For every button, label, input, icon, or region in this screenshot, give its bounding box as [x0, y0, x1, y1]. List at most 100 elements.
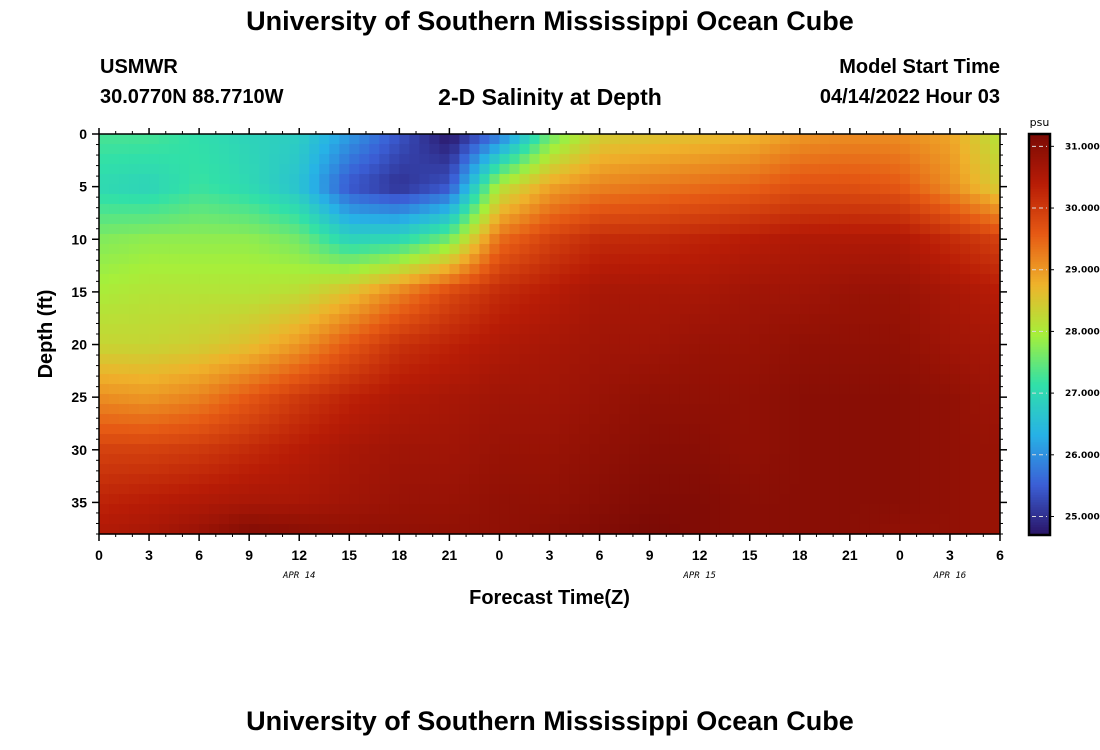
heatmap-cell [989, 284, 1001, 295]
colorbar-segment [1029, 444, 1050, 448]
heatmap-cell [549, 234, 561, 245]
colorbar-segment [1029, 259, 1050, 263]
heatmap-cell [899, 264, 911, 275]
heatmap-cell [349, 144, 360, 155]
heatmap-cell [509, 174, 521, 185]
heatmap-cell [859, 224, 871, 235]
heatmap-cell [519, 144, 531, 155]
heatmap-cell [689, 194, 701, 205]
heatmap-cell [369, 504, 380, 515]
heatmap-cell [199, 174, 210, 185]
heatmap-cell [729, 234, 741, 245]
heatmap-cell [989, 294, 1001, 305]
heatmap-cell [139, 444, 150, 455]
heatmap-cell [229, 244, 240, 255]
heatmap-cell [189, 384, 200, 395]
heatmap-cell [219, 404, 230, 415]
heatmap-cell [739, 334, 751, 345]
heatmap-cell [659, 404, 671, 415]
heatmap-cell [499, 514, 511, 525]
heatmap-cell [869, 394, 881, 405]
heatmap-cell [279, 314, 290, 325]
colorbar-segment [1029, 389, 1050, 393]
heatmap-cell [509, 354, 521, 365]
heatmap-cell [689, 384, 701, 395]
heatmap-cell [129, 404, 140, 415]
heatmap-cell [309, 414, 320, 425]
heatmap-cell [119, 294, 130, 305]
heatmap-cell [669, 354, 681, 365]
heatmap-cell [449, 234, 460, 245]
heatmap-cell [669, 474, 681, 485]
heatmap-cell [729, 184, 741, 195]
heatmap-cell [299, 434, 310, 445]
heatmap-cell [539, 444, 551, 455]
heatmap-cell [439, 494, 450, 505]
heatmap-cell [179, 474, 190, 485]
heatmap-cell [339, 334, 350, 345]
heatmap-cell [729, 244, 741, 255]
heatmap-cell [959, 264, 971, 275]
heatmap-cell [519, 294, 531, 305]
heatmap-cell [359, 214, 370, 225]
heatmap-cell [799, 224, 811, 235]
heatmap-cell [269, 524, 280, 535]
heatmap-cell [319, 354, 330, 365]
heatmap-cell [929, 394, 941, 405]
heatmap-cell [509, 484, 521, 495]
heatmap-cell [479, 294, 491, 305]
x-tick-label: 3 [145, 547, 153, 563]
heatmap-cell [699, 524, 711, 535]
heatmap-cell [579, 514, 591, 525]
heatmap-cell [769, 234, 781, 245]
heatmap-cell [979, 164, 991, 175]
heatmap-cell [359, 294, 370, 305]
heatmap-cell [879, 524, 891, 535]
heatmap-cell [479, 394, 491, 405]
colorbar-segment [1029, 479, 1050, 483]
heatmap-cell [329, 164, 340, 175]
heatmap-cell [459, 264, 471, 275]
heatmap-cell [229, 384, 240, 395]
heatmap-cell [869, 174, 881, 185]
heatmap-cell [729, 194, 741, 205]
heatmap-cell [119, 354, 130, 365]
heatmap-cell [479, 174, 491, 185]
heatmap-cell [769, 334, 781, 345]
heatmap-cell [929, 344, 941, 355]
colorbar-segment [1029, 326, 1050, 330]
heatmap-cell [689, 304, 701, 315]
heatmap-cell [899, 284, 911, 295]
heatmap-cell [269, 144, 280, 155]
heatmap-cell [489, 264, 501, 275]
heatmap-cell [229, 344, 240, 355]
heatmap-cell [319, 384, 330, 395]
heatmap-cell [469, 454, 481, 465]
heatmap-cell [229, 404, 240, 415]
heatmap-cell [329, 154, 340, 165]
heatmap-cell [439, 134, 450, 145]
heatmap-cell [329, 224, 340, 235]
heatmap-cell [809, 494, 821, 505]
heatmap-cell [129, 244, 140, 255]
colorbar-segment [1029, 407, 1050, 411]
heatmap-cell [439, 144, 450, 155]
heatmap-cell [669, 484, 681, 495]
heatmap-cell [229, 424, 240, 435]
heatmap-cell [729, 394, 741, 405]
heatmap-cell [639, 344, 651, 355]
heatmap-cell [349, 434, 360, 445]
heatmap-cell [399, 484, 410, 495]
x-tick-label: 9 [245, 547, 253, 563]
heatmap-cell [389, 224, 400, 235]
heatmap-cell [929, 334, 941, 345]
heatmap-cell [429, 474, 440, 485]
heatmap-cell [969, 244, 981, 255]
heatmap-cell [169, 484, 180, 495]
heatmap-cell [199, 134, 210, 145]
heatmap-cell [479, 344, 491, 355]
heatmap-cell [509, 514, 521, 525]
heatmap-cell [469, 304, 481, 315]
heatmap-cell [319, 444, 330, 455]
heatmap-cell [329, 354, 340, 365]
